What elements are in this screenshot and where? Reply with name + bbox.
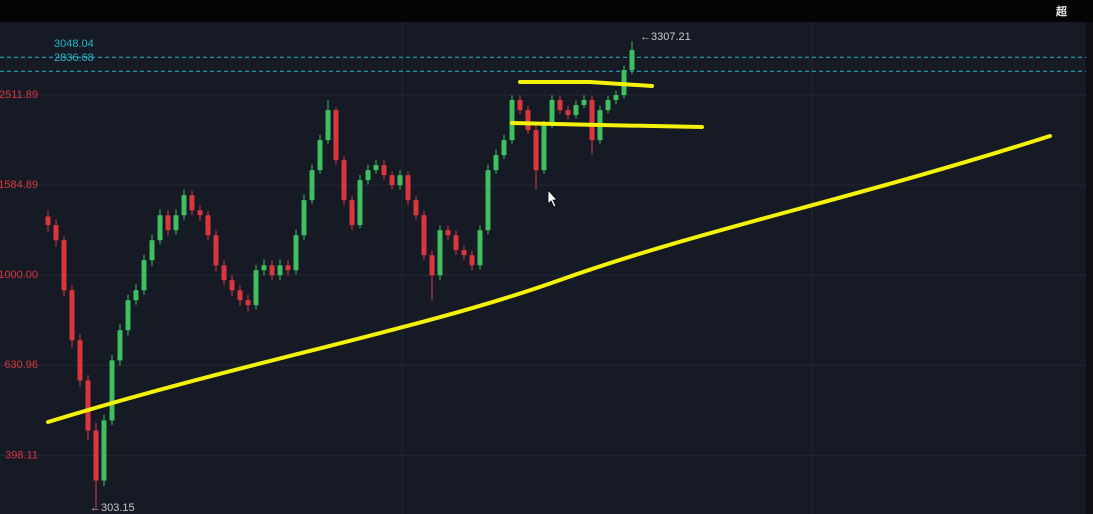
- candle-body: [581, 100, 587, 106]
- price-line-label: 2836.68: [54, 52, 94, 64]
- candle-body: [133, 290, 139, 301]
- candle-body: [373, 165, 379, 171]
- candle-body: [69, 290, 75, 341]
- grid: 398.11 630.96 1000.00 1584.89 2511.89 3048.04…: [0, 38, 1086, 461]
- candle-body: [397, 175, 403, 186]
- support-line: [510, 121, 704, 129]
- candle-body: [109, 360, 115, 421]
- candle-body: [125, 300, 131, 331]
- candle-body: [333, 110, 339, 161]
- candle-body: [149, 240, 155, 261]
- candle-body: [485, 170, 491, 231]
- trend-line: [46, 134, 1052, 424]
- candle-body: [221, 265, 227, 281]
- candle-body: [413, 200, 419, 216]
- candle-body: [93, 430, 99, 481]
- top-bar: [0, 0, 1093, 22]
- candle-body: [525, 110, 531, 131]
- candle-body: [197, 210, 203, 216]
- candle-body: [61, 240, 67, 291]
- candle-body: [605, 100, 611, 111]
- candle-body: [229, 280, 235, 291]
- panel-edge: [1086, 22, 1093, 514]
- candle-body: [285, 265, 291, 271]
- candle-body: [157, 215, 163, 241]
- plot-area: [0, 22, 1086, 514]
- y-tick-label: 2511.89: [0, 89, 38, 101]
- candle-body: [565, 110, 571, 116]
- candle-body: [189, 195, 195, 211]
- resistance-line: [518, 80, 654, 88]
- mouse-cursor: [547, 188, 558, 208]
- candle-body: [541, 125, 547, 171]
- low-annotation: ←303.15: [90, 502, 135, 514]
- candle-body: [501, 140, 507, 156]
- y-tick-label: 398.11: [5, 449, 38, 461]
- candle-body: [613, 95, 619, 101]
- candle-body: [341, 160, 347, 201]
- candle-body: [269, 265, 275, 276]
- hand-drawn-lines: [46, 80, 1052, 424]
- candle-body: [421, 215, 427, 256]
- candle-body: [165, 215, 171, 231]
- candle-body: [53, 225, 59, 241]
- candle-body: [517, 100, 523, 111]
- candle-body: [261, 265, 267, 271]
- y-tick-label: 1584.89: [0, 179, 38, 191]
- watermark: 超: [1055, 4, 1068, 18]
- candle-body: [389, 175, 395, 186]
- candle-body: [309, 170, 315, 201]
- candle-body: [509, 100, 515, 141]
- candle-body: [45, 216, 51, 226]
- candle-body: [349, 200, 355, 226]
- y-tick-label: 630.96: [4, 359, 38, 371]
- candle-body: [205, 215, 211, 236]
- candle-body: [293, 235, 299, 271]
- candle-body: [85, 380, 91, 431]
- candle-body: [117, 330, 123, 361]
- candle-body: [237, 290, 243, 301]
- candle-body: [453, 235, 459, 251]
- candle-body: [141, 260, 147, 291]
- candle-body: [381, 165, 387, 176]
- candle-body: [533, 130, 539, 171]
- candle-body: [589, 100, 595, 141]
- candle-body: [317, 140, 323, 171]
- candle-body: [181, 195, 187, 216]
- candle-body: [173, 215, 179, 231]
- candle-body: [437, 230, 443, 276]
- candle-body: [629, 50, 635, 71]
- candle-body: [549, 100, 555, 126]
- candle-body: [461, 250, 467, 256]
- candle-body: [557, 100, 563, 111]
- candle-body: [101, 420, 107, 481]
- candle-body: [357, 180, 363, 226]
- candle-body: [493, 155, 499, 171]
- candles: [45, 41, 635, 509]
- price-line-label: 3048.04: [54, 38, 94, 50]
- candle-body: [245, 300, 251, 306]
- candle-body: [429, 255, 435, 276]
- candle-body: [213, 235, 219, 266]
- y-tick-label: 1000.00: [0, 269, 38, 281]
- candle-body: [469, 255, 475, 266]
- candle-body: [477, 230, 483, 266]
- candle-body: [77, 340, 83, 381]
- candle-body: [301, 200, 307, 236]
- candle-body: [445, 230, 451, 236]
- candle-body: [277, 265, 283, 276]
- candle-body: [573, 105, 579, 116]
- candle-body: [405, 175, 411, 201]
- candle-body: [325, 110, 331, 141]
- candle-body: [253, 270, 259, 306]
- candle-body: [365, 170, 371, 181]
- overlay: ←303.15 ←3307.21: [90, 31, 691, 514]
- high-annotation: ←3307.21: [640, 31, 691, 43]
